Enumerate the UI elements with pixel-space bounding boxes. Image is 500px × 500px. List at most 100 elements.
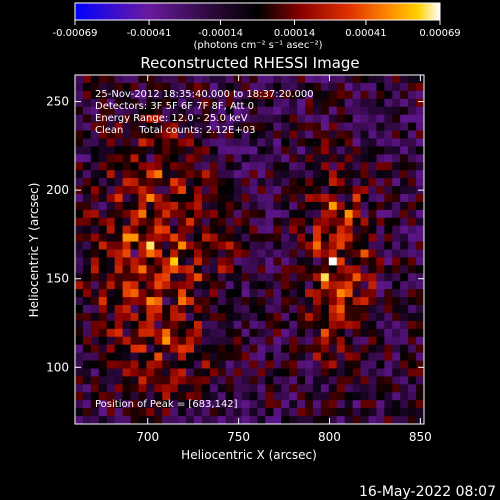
- heatmap-cell: [233, 178, 243, 187]
- heatmap-cell: [392, 162, 401, 171]
- heatmap-cell: [114, 336, 124, 346]
- heatmap-cell: [297, 130, 306, 140]
- heatmap-cell: [360, 138, 370, 147]
- heatmap-cell: [336, 384, 346, 393]
- heatmap-cell: [193, 146, 203, 155]
- heatmap-cell: [312, 376, 322, 385]
- heatmap-cell: [265, 154, 274, 163]
- heatmap-cell: [257, 297, 266, 306]
- heatmap-cell: [146, 106, 155, 116]
- heatmap-cell: [209, 241, 219, 251]
- heatmap-cell: [75, 178, 84, 187]
- heatmap-cell: [233, 376, 243, 385]
- heatmap-cell: [122, 201, 132, 211]
- heatmap-cell: [408, 328, 417, 338]
- heatmap-cell: [392, 344, 401, 354]
- heatmap-cell: [130, 186, 140, 195]
- heatmap-cell: [376, 305, 385, 314]
- heatmap-cell: [241, 297, 251, 306]
- heatmap-cell: [289, 98, 298, 108]
- heatmap-cell: [178, 170, 187, 179]
- heatmap-cell: [225, 281, 235, 290]
- heatmap-cell: [360, 201, 370, 211]
- heatmap-cell: [257, 130, 266, 140]
- heatmap-cell: [384, 241, 393, 251]
- heatmap-cell: [376, 320, 385, 330]
- heatmap-cell: [233, 162, 243, 171]
- heatmap-cell: [233, 90, 243, 100]
- heatmap-cell: [154, 368, 163, 378]
- heatmap-cell: [114, 305, 124, 314]
- heatmap-cell: [233, 312, 243, 322]
- heatmap-cell: [209, 114, 219, 124]
- heatmap-cell: [75, 392, 84, 401]
- heatmap-cell: [392, 193, 401, 203]
- heatmap-cell: [122, 178, 132, 187]
- heatmap-cell: [178, 273, 187, 282]
- annotation-energy-range: Energy Range: 12.0 - 25.0 keV: [95, 113, 248, 124]
- heatmap-cell: [360, 122, 370, 132]
- heatmap-cell: [320, 408, 330, 417]
- heatmap-cell: [233, 368, 243, 378]
- heatmap-cell: [416, 273, 424, 282]
- heatmap-cell: [241, 392, 251, 401]
- heatmap-cell: [75, 312, 84, 322]
- heatmap-cell: [209, 273, 219, 282]
- heatmap-cell: [416, 265, 424, 274]
- heatmap-cell: [162, 392, 171, 401]
- heatmap-cell: [201, 138, 211, 147]
- heatmap-cell: [178, 193, 187, 203]
- heatmap-cell: [336, 360, 346, 370]
- heatmap-cell: [241, 273, 251, 282]
- heatmap-cell: [146, 217, 155, 227]
- heatmap-cell: [281, 241, 290, 251]
- heatmap-cell: [217, 368, 227, 378]
- heatmap-cell: [122, 368, 132, 378]
- heatmap-cell: [178, 392, 187, 401]
- heatmap-cell: [122, 82, 132, 92]
- heatmap-cell: [186, 360, 195, 370]
- heatmap-cell: [82, 154, 92, 163]
- heatmap-cell: [281, 193, 290, 203]
- heatmap-cell: [281, 233, 290, 243]
- heatmap-cell: [384, 320, 393, 330]
- heatmap-cell: [360, 305, 370, 314]
- heatmap-cell: [130, 233, 140, 243]
- heatmap-cell: [193, 392, 203, 401]
- heatmap-cell: [312, 392, 322, 401]
- heatmap-cell: [376, 225, 385, 235]
- heatmap-cell: [376, 154, 385, 163]
- heatmap-cell: [328, 178, 338, 187]
- heatmap-cell: [122, 130, 132, 140]
- heatmap-cell: [98, 320, 108, 330]
- heatmap-cell: [193, 193, 203, 203]
- annotation-peak-position: Position of Peak = [683,142]: [95, 399, 238, 410]
- heatmap-cell: [400, 233, 409, 243]
- heatmap-cell: [281, 154, 290, 163]
- heatmap-cell: [186, 122, 195, 132]
- heatmap-cell: [209, 146, 219, 155]
- heatmap-cell: [82, 233, 92, 243]
- heatmap-cell: [130, 289, 140, 298]
- heatmap-cell: [217, 408, 227, 417]
- heatmap-cell: [170, 75, 179, 84]
- heatmap-cell: [201, 178, 211, 187]
- heatmap-cell: [178, 305, 187, 314]
- heatmap-cell: [320, 130, 330, 140]
- heatmap-cell: [257, 344, 266, 354]
- heatmap-cell: [178, 122, 187, 132]
- heatmap-cell: [289, 416, 298, 424]
- heatmap-cell: [368, 416, 378, 424]
- heatmap-cell: [241, 154, 251, 163]
- heatmap-cell: [336, 90, 346, 100]
- heatmap-cell: [146, 368, 155, 378]
- heatmap-cell: [82, 360, 92, 370]
- heatmap-cell: [241, 312, 251, 322]
- heatmap-cell: [281, 328, 290, 338]
- heatmap-cell: [138, 416, 147, 424]
- heatmap-cell: [201, 328, 211, 338]
- heatmap-cell: [75, 75, 84, 84]
- heatmap-cell: [265, 392, 274, 401]
- heatmap-cell: [273, 400, 282, 409]
- heatmap-cell: [122, 138, 132, 147]
